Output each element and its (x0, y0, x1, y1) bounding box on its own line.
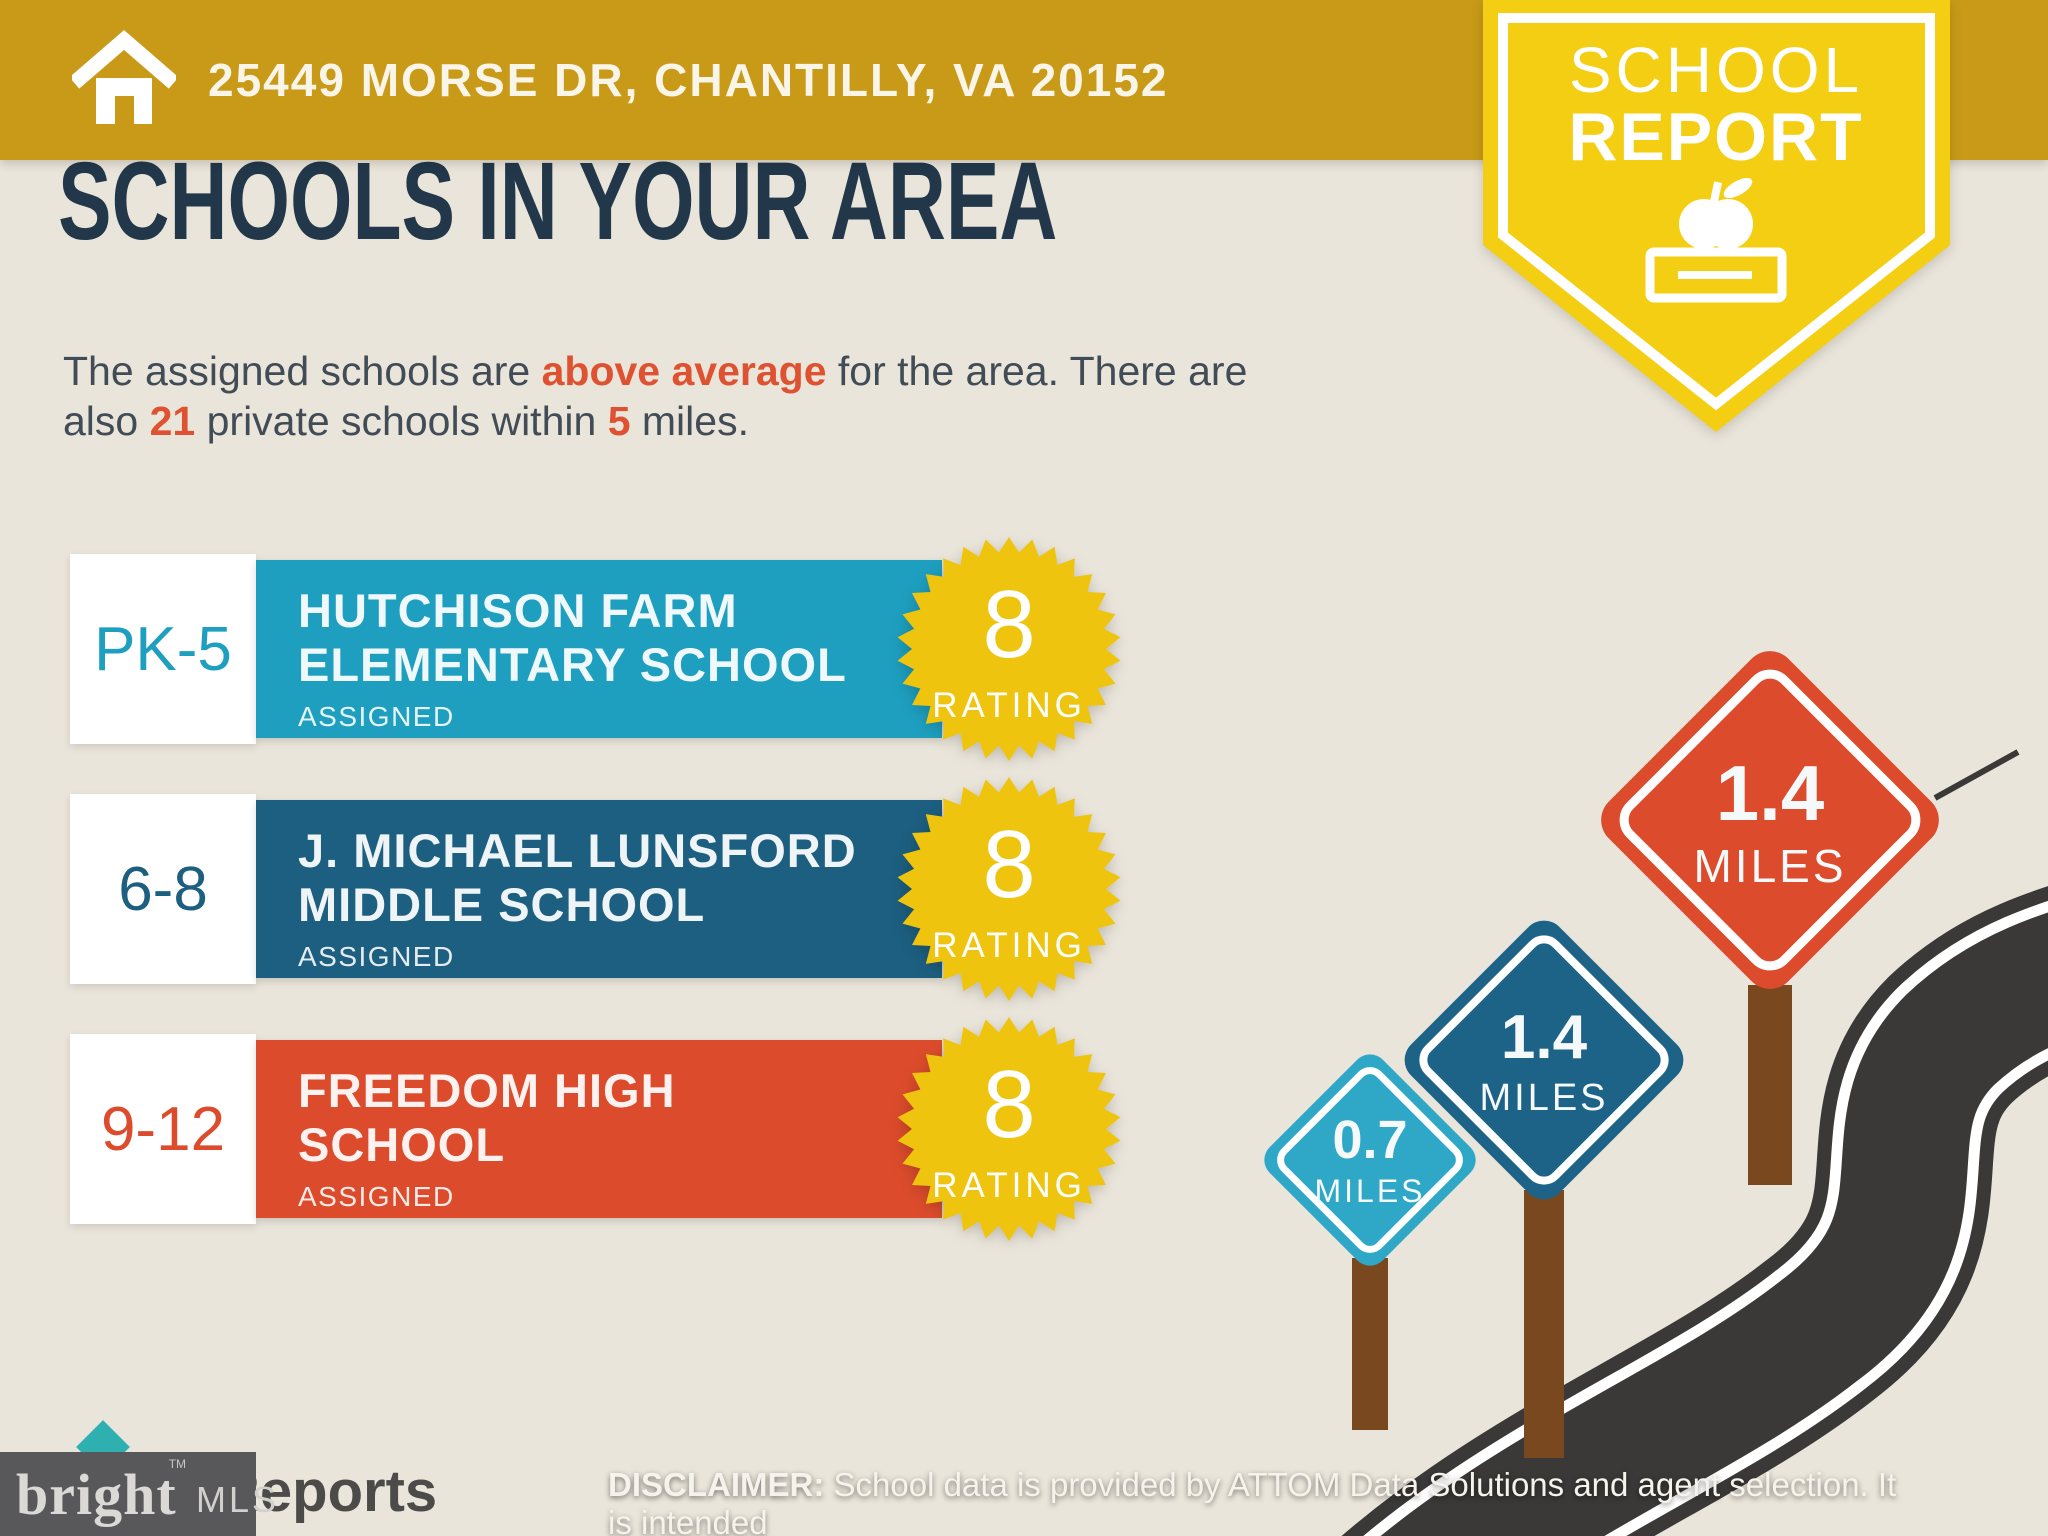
grade-range-badge: 6-8 (70, 794, 256, 984)
sign-post (1748, 985, 1792, 1185)
assignment-status: ASSIGNED (298, 701, 455, 732)
distance-value: 1.4 (1716, 749, 1824, 837)
highlight-above-average: above average (541, 348, 827, 394)
brand-wordmark: bright (16, 1461, 177, 1527)
rating-value: 8 (982, 571, 1035, 678)
rating-label: RATING (932, 926, 1086, 965)
subtitle-line1: The assigned schools are above average f… (63, 348, 1248, 394)
distance-unit: MILES (1693, 840, 1846, 892)
rating-badge: 8 RATING (897, 1017, 1121, 1241)
subtitle-line2: also 21 private schools within 5 miles. (63, 398, 749, 444)
school-name: HUTCHISON FARM ELEMENTARY SCHOOL (298, 584, 847, 691)
school-bar: HUTCHISON FARM ELEMENTARY SCHOOL ASSIGNED (256, 560, 942, 738)
distance-unit: MILES (1479, 1077, 1608, 1119)
starburst-icon (897, 1017, 1121, 1241)
road-accent-line (1933, 749, 2020, 801)
highlight-private-count: 21 (149, 398, 196, 444)
distance-sign-elementary: 0.7 MILES (1264, 1054, 1476, 1266)
school-row-high: 9-12 FREEDOM HIGH SCHOOL ASSIGNED 8 RATIN… (0, 1017, 1130, 1241)
home-icon (72, 30, 176, 124)
disclaimer-line1: DISCLAIMER: School data is provided by A… (608, 1466, 1897, 1536)
distance-value: 0.7 (1332, 1110, 1407, 1170)
sign-post (1352, 1258, 1388, 1430)
starburst-icon (897, 777, 1121, 1001)
brand-suffix: MLS (196, 1479, 280, 1520)
book-icon (1645, 247, 1787, 303)
school-row-middle: 6-8 J. MICHAEL LUNSFORD MIDDLE SCHOOL ASS… (0, 777, 1130, 1001)
rating-value: 8 (982, 1051, 1035, 1158)
school-bar: FREEDOM HIGH SCHOOL ASSIGNED (256, 1040, 942, 1218)
disclaimer: DISCLAIMER: School data is provided by A… (608, 1466, 1928, 1536)
school-name: J. MICHAEL LUNSFORD MIDDLE SCHOOL (298, 824, 857, 931)
distance-value: 1.4 (1501, 1003, 1588, 1072)
school-bar: J. MICHAEL LUNSFORD MIDDLE SCHOOL ASSIGNE… (256, 800, 942, 978)
starburst-icon (897, 537, 1121, 761)
school-name: FREEDOM HIGH SCHOOL (298, 1064, 676, 1171)
rating-badge: 8 RATING (897, 537, 1121, 761)
distance-sign-high-school: 1.4 MILES (1601, 651, 1939, 989)
bright-mls-logo: bright TM MLS (0, 1452, 276, 1536)
school-row-elementary: PK-5 HUTCHISON FARM ELEMENTARY SCHOOL ASS… (0, 537, 1130, 761)
assignment-status: ASSIGNED (298, 1181, 455, 1212)
rating-badge: 8 RATING (897, 777, 1121, 1001)
ribbon-line1: SCHOOL (1569, 34, 1863, 106)
grade-range-badge: PK-5 (70, 554, 256, 744)
rating-label: RATING (932, 686, 1086, 725)
grade-range-badge: 9-12 (70, 1034, 256, 1224)
apple-icon (1679, 177, 1753, 249)
road-graphic: 1.4 MILES 1.4 MILES 0.7 MILES (1264, 651, 2048, 1536)
property-address: 25449 MORSE DR, CHANTILLY, VA 20152 (208, 54, 1169, 106)
subtitle: The assigned schools are above average f… (63, 346, 1247, 446)
page-title: SCHOOLS IN YOUR AREA (58, 140, 1058, 263)
school-report-ribbon: SCHOOL REPORT (1483, 0, 1950, 432)
distance-unit: MILES (1314, 1173, 1425, 1209)
highlight-radius: 5 (607, 398, 631, 444)
sign-post (1524, 1190, 1564, 1458)
rating-label: RATING (932, 1166, 1086, 1205)
distance-sign-middle-school: 1.4 MILES (1404, 920, 1684, 1200)
assignment-status: ASSIGNED (298, 941, 455, 972)
trademark-symbol: TM (168, 1457, 187, 1471)
rating-value: 8 (982, 811, 1035, 918)
ribbon-line2: REPORT (1568, 99, 1863, 175)
